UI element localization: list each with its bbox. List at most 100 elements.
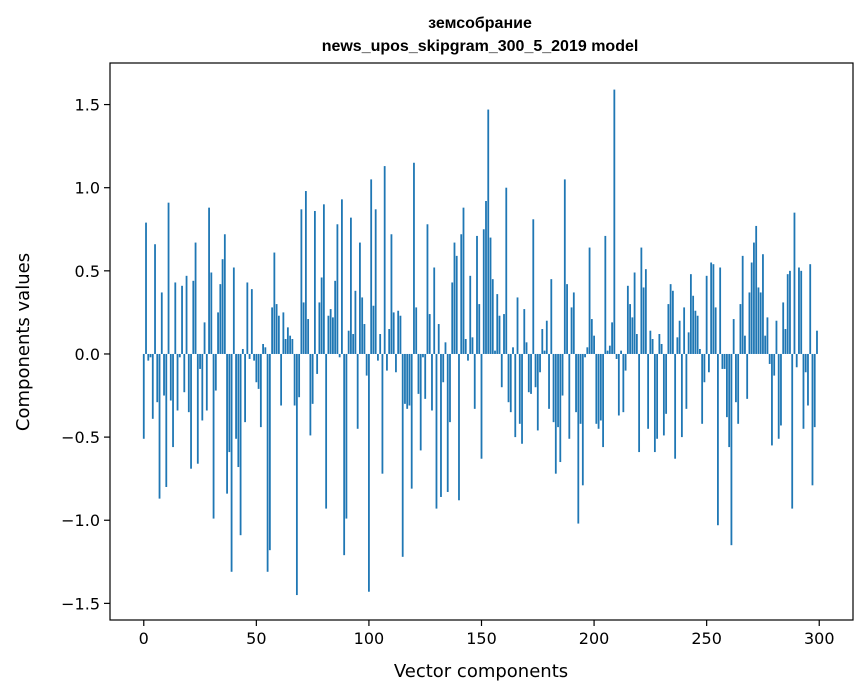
bar-131	[437, 324, 440, 354]
x-tick-label-50: 50	[246, 629, 266, 648]
bar-265	[739, 304, 742, 354]
bar-152	[485, 201, 487, 354]
bar-145	[469, 275, 472, 354]
bar-110	[390, 234, 393, 354]
bar-258	[723, 353, 726, 369]
bar-139	[455, 255, 458, 354]
bar-182	[552, 353, 555, 423]
bar-252	[710, 262, 713, 354]
bar-53	[262, 343, 264, 354]
bar-123	[419, 353, 422, 451]
bar-4	[151, 353, 154, 419]
bar-124	[422, 353, 424, 358]
bar-118	[408, 353, 411, 406]
bar-137	[451, 282, 454, 354]
bar-95	[356, 353, 359, 429]
bar-255	[717, 353, 719, 526]
bar-61	[280, 353, 283, 406]
bar-210	[615, 353, 618, 359]
bar-151	[482, 229, 485, 354]
bar-136	[449, 353, 451, 423]
bar-130	[435, 353, 438, 509]
bar-242	[687, 332, 690, 354]
bar-225	[649, 330, 652, 354]
bar-117	[406, 353, 409, 409]
bar-208	[611, 322, 613, 354]
bar-144	[467, 353, 469, 361]
bar-236	[674, 353, 677, 459]
bar-206	[606, 350, 609, 354]
bar-120	[413, 162, 415, 354]
bar-12	[169, 353, 172, 401]
bars-group	[142, 89, 818, 596]
bar-40	[232, 267, 235, 354]
bar-0	[142, 353, 145, 439]
bar-25	[199, 353, 201, 369]
bar-111	[392, 312, 395, 354]
x-tick-label-250: 250	[691, 629, 722, 648]
bar-89	[343, 353, 346, 556]
bar-126	[426, 224, 429, 354]
bar-143	[464, 339, 467, 354]
bar-193	[577, 353, 580, 524]
bar-104	[377, 353, 379, 361]
bar-63	[284, 339, 287, 354]
bar-223	[644, 269, 647, 354]
x-axis-ticks: 0 50 100 150 200 250 300	[139, 620, 835, 648]
bar-64	[286, 327, 289, 354]
bar-101	[370, 179, 373, 354]
bar-67	[293, 353, 296, 406]
bar-178	[543, 350, 546, 354]
bar-150	[480, 353, 483, 459]
bar-243	[689, 274, 692, 354]
bar-56	[268, 353, 271, 551]
bar-197	[586, 347, 589, 354]
bar-69	[298, 353, 301, 398]
y-tick-label-2: −0.5	[61, 428, 100, 447]
bar-35	[221, 259, 224, 354]
bar-156	[494, 350, 496, 354]
bar-248	[701, 353, 704, 424]
bar-58	[273, 252, 276, 354]
bar-273	[757, 287, 760, 354]
bar-80	[322, 204, 325, 354]
bar-102	[372, 305, 375, 354]
bar-16	[178, 353, 181, 358]
bar-292	[800, 270, 803, 354]
bar-138	[453, 242, 456, 354]
bar-79	[320, 277, 323, 354]
bar-214	[624, 353, 627, 371]
bar-239	[680, 353, 683, 438]
bar-87	[338, 353, 341, 358]
bar-257	[721, 353, 724, 369]
bar-213	[622, 353, 625, 413]
bar-234	[669, 284, 672, 354]
bar-94	[354, 290, 357, 354]
bar-44	[241, 348, 244, 354]
bar-181	[550, 279, 553, 354]
x-tick-label-0: 0	[139, 629, 149, 648]
bar-106	[381, 353, 384, 474]
bar-174	[534, 353, 537, 388]
bar-8	[160, 292, 163, 354]
chart-title-line1: земсобрание	[428, 15, 532, 32]
bar-196	[584, 353, 586, 358]
bar-36	[223, 234, 226, 354]
x-axis-label: Vector components	[394, 661, 568, 682]
bar-129	[433, 267, 436, 354]
bar-85	[334, 280, 337, 354]
bar-112	[395, 353, 397, 373]
bar-262	[732, 319, 735, 354]
bar-205	[604, 235, 607, 354]
bar-2	[147, 353, 150, 361]
bar-20	[187, 353, 190, 413]
bar-279	[771, 353, 773, 446]
x-tick-label-300: 300	[804, 629, 835, 648]
bar-141	[460, 234, 463, 354]
bar-260	[728, 353, 731, 448]
bar-194	[579, 353, 582, 424]
bar-284	[782, 302, 785, 354]
bar-96	[359, 242, 361, 354]
bar-297	[811, 353, 814, 486]
